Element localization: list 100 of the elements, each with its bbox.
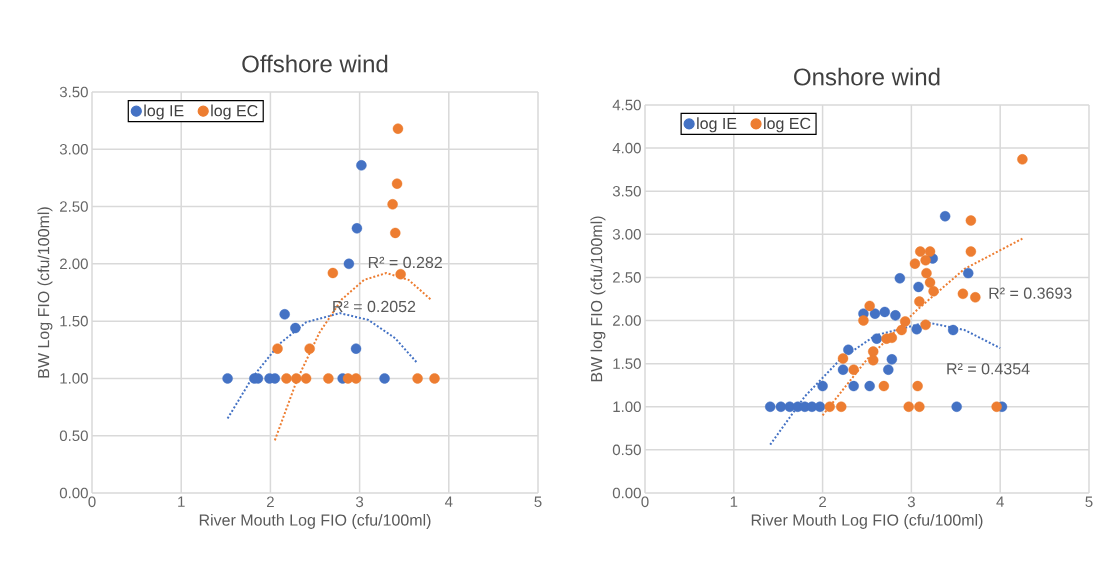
point bbox=[868, 355, 879, 366]
x-tick-label: 4 bbox=[996, 496, 1004, 507]
point bbox=[899, 316, 911, 327]
point bbox=[387, 199, 398, 210]
point bbox=[356, 160, 367, 171]
point bbox=[848, 364, 859, 375]
x-tick-label: 3 bbox=[356, 496, 364, 508]
legend-label: log IE bbox=[144, 104, 184, 120]
annotation: R² = 0.2052 bbox=[333, 300, 416, 313]
y-tick-label: 3.50 bbox=[59, 86, 88, 98]
point bbox=[395, 268, 406, 280]
point bbox=[304, 343, 315, 354]
point bbox=[951, 401, 962, 412]
point bbox=[878, 380, 890, 392]
y-tick-label: 0.00 bbox=[612, 487, 641, 499]
point bbox=[871, 333, 882, 344]
point bbox=[963, 267, 974, 279]
annotation: R² = 0.282 bbox=[368, 256, 442, 269]
point bbox=[350, 343, 362, 354]
y-tick-label: 2.00 bbox=[60, 258, 88, 270]
point bbox=[965, 246, 977, 257]
y-tick-label: 0.50 bbox=[59, 430, 88, 442]
point bbox=[869, 308, 881, 319]
point bbox=[858, 315, 869, 326]
y-tick-label: 4.50 bbox=[612, 99, 641, 111]
y-tick-label: 2.00 bbox=[613, 315, 641, 326]
point bbox=[290, 322, 301, 334]
point bbox=[429, 373, 440, 384]
point bbox=[300, 373, 312, 384]
point bbox=[896, 324, 907, 336]
y-tick-label: 4.00 bbox=[612, 142, 641, 154]
point bbox=[848, 380, 859, 392]
point bbox=[911, 323, 922, 335]
point bbox=[924, 246, 936, 257]
annotation: R² = 0.4354 bbox=[947, 363, 1030, 375]
y-tick-label: 0.00 bbox=[59, 487, 88, 499]
point bbox=[323, 373, 334, 384]
point bbox=[379, 373, 390, 384]
point bbox=[279, 309, 290, 320]
y-tick-label: 2.50 bbox=[613, 272, 641, 283]
point bbox=[939, 211, 951, 222]
point bbox=[392, 123, 404, 134]
point bbox=[837, 353, 849, 364]
point bbox=[947, 324, 959, 336]
point bbox=[824, 401, 835, 412]
y-tick-label: 1.50 bbox=[60, 315, 88, 327]
legend-label: log IE bbox=[697, 117, 737, 133]
y-tick-label: 1.00 bbox=[60, 373, 88, 384]
point bbox=[351, 223, 363, 234]
point bbox=[890, 310, 901, 321]
y-axis-title: BW Log FIO (cfu/100ml) bbox=[37, 207, 53, 378]
x-tick-label: 5 bbox=[1085, 496, 1093, 507]
point bbox=[913, 281, 924, 293]
point bbox=[921, 267, 932, 279]
x-tick-label: 2 bbox=[266, 496, 274, 507]
point bbox=[864, 300, 875, 312]
x-tick-label: 1 bbox=[730, 496, 738, 507]
y-tick-label: 1.00 bbox=[613, 401, 641, 413]
point bbox=[894, 273, 906, 284]
point bbox=[914, 401, 925, 412]
point bbox=[903, 401, 914, 412]
legend-label: log EC bbox=[764, 117, 811, 133]
point bbox=[291, 373, 302, 384]
chart-title: Onshore wind bbox=[794, 67, 940, 86]
y-tick-label: 2.50 bbox=[60, 201, 88, 212]
point bbox=[272, 343, 283, 354]
point bbox=[928, 286, 939, 297]
point bbox=[991, 401, 1002, 412]
point bbox=[920, 319, 931, 331]
point bbox=[391, 178, 403, 189]
y-axis-title: BW log FIO (cfu/100ml) bbox=[590, 216, 606, 382]
y-tick-label: 0.50 bbox=[612, 444, 641, 456]
x-tick-label: 4 bbox=[444, 496, 453, 507]
y-tick-label: 3.00 bbox=[612, 229, 641, 240]
legend-label: log EC bbox=[211, 104, 258, 120]
point bbox=[957, 288, 969, 300]
point bbox=[909, 258, 921, 269]
point bbox=[281, 373, 292, 384]
point bbox=[843, 344, 854, 356]
point bbox=[965, 215, 977, 226]
line-series bbox=[226, 312, 418, 420]
x-tick-label: 5 bbox=[534, 496, 542, 507]
annotation: R² = 0.3693 bbox=[989, 287, 1072, 299]
point bbox=[837, 364, 849, 375]
chart-title: Offshore wind bbox=[242, 54, 388, 73]
point bbox=[1017, 154, 1028, 165]
x-tick-label: 1 bbox=[178, 496, 185, 507]
y-tick-label: 1.50 bbox=[613, 358, 641, 369]
x-tick-label: 0 bbox=[641, 496, 649, 508]
point bbox=[912, 380, 923, 392]
point bbox=[924, 277, 936, 288]
point bbox=[970, 292, 981, 303]
point bbox=[886, 354, 898, 365]
point bbox=[817, 380, 828, 392]
x-tick-label: 0 bbox=[88, 496, 96, 508]
x-axis-title: River Mouth Log FIO (cfu/100ml) bbox=[751, 514, 983, 529]
point bbox=[864, 380, 875, 392]
point bbox=[879, 306, 890, 318]
point bbox=[915, 246, 926, 257]
point bbox=[412, 373, 423, 384]
